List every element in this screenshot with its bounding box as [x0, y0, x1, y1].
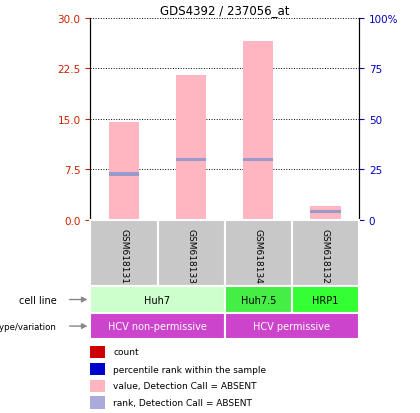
Bar [292, 287, 359, 313]
Bar [90, 363, 105, 375]
Text: Huh7: Huh7 [144, 295, 171, 305]
Text: count: count [113, 347, 139, 356]
Text: cell line: cell line [19, 295, 57, 305]
Bar [243, 42, 273, 221]
Bar [158, 221, 225, 287]
Bar [90, 396, 105, 409]
Bar [90, 380, 105, 392]
Bar [292, 221, 359, 287]
Text: GSM618133: GSM618133 [186, 228, 196, 283]
Bar [225, 221, 292, 287]
Bar [225, 313, 359, 339]
Text: GSM618132: GSM618132 [321, 228, 330, 283]
Text: value, Detection Call = ABSENT: value, Detection Call = ABSENT [113, 382, 257, 390]
Text: percentile rank within the sample: percentile rank within the sample [113, 365, 266, 374]
Text: Huh7.5: Huh7.5 [241, 295, 276, 305]
Text: rank, Detection Call = ABSENT: rank, Detection Call = ABSENT [113, 398, 252, 407]
Text: GSM618134: GSM618134 [254, 228, 263, 283]
Bar [176, 76, 206, 221]
Bar [90, 313, 225, 339]
Bar [310, 207, 341, 221]
Text: HCV non-permissive: HCV non-permissive [108, 321, 207, 331]
Text: HRP1: HRP1 [312, 295, 339, 305]
Bar [90, 346, 105, 358]
Bar [109, 173, 139, 176]
Bar [225, 287, 292, 313]
Bar [109, 123, 139, 221]
Bar [90, 287, 225, 313]
Text: GSM618131: GSM618131 [119, 228, 129, 283]
Bar [243, 158, 273, 161]
Title: GDS4392 / 237056_at: GDS4392 / 237056_at [160, 5, 289, 17]
Bar [176, 158, 206, 161]
Bar [90, 221, 158, 287]
Bar [310, 211, 341, 214]
Text: genotype/variation: genotype/variation [0, 322, 57, 331]
Text: HCV permissive: HCV permissive [253, 321, 331, 331]
